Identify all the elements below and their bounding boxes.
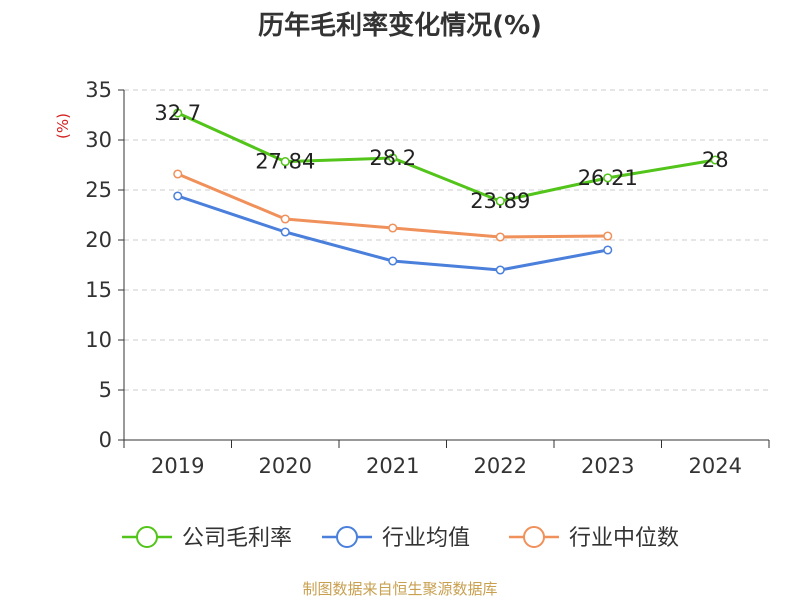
data-label: 27.84	[255, 150, 315, 174]
data-label: 23.89	[470, 189, 530, 213]
legend-label: 行业均值	[382, 526, 470, 551]
legend-label: 公司毛利率	[182, 526, 292, 551]
legend-item: 公司毛利率	[122, 526, 292, 551]
x-tick-label: 2020	[259, 454, 312, 478]
data-point	[388, 223, 398, 233]
data-point	[388, 256, 398, 266]
y-axis-label: (%)	[54, 113, 72, 139]
grid-lines	[124, 89, 769, 391]
axes: 0 5 10 15 20 25 30 35 2019 2020 2021 2022 2023 2024	[85, 78, 770, 478]
x-tick-label: 2024	[689, 454, 742, 478]
y-tick-label: 5	[99, 378, 112, 402]
data-point	[280, 227, 290, 237]
legend-marker	[336, 526, 358, 548]
data-point	[710, 155, 720, 165]
data-point	[173, 191, 183, 201]
data-point	[388, 153, 398, 163]
chart-title: 历年毛利率变化情况(%)	[258, 10, 542, 41]
y-tick-label: 15	[85, 278, 112, 302]
legend-marker	[523, 526, 545, 548]
y-tick-label: 30	[85, 128, 112, 152]
data-point	[280, 214, 290, 224]
data-point	[495, 196, 505, 206]
y-tick-label: 25	[85, 178, 112, 202]
x-tick-label: 2021	[366, 454, 419, 478]
legend-item: 行业均值	[322, 526, 470, 551]
legend-item: 行业中位数	[509, 526, 679, 551]
y-tick-label: 0	[99, 428, 112, 452]
legend-label: 行业中位数	[569, 526, 679, 551]
data-point	[495, 232, 505, 242]
data-point	[603, 173, 613, 183]
y-tick-label: 20	[85, 228, 112, 252]
data-point	[173, 108, 183, 118]
y-tick-label: 35	[85, 78, 112, 102]
data-label: 26.21	[578, 166, 638, 190]
x-tick-label: 2022	[474, 454, 527, 478]
data-point	[173, 169, 183, 179]
data-label: 28	[702, 148, 729, 172]
data-labels: 32.7 27.84 28.2 23.89 26.21 28	[154, 101, 728, 213]
legend-marker	[136, 526, 158, 548]
data-point	[280, 157, 290, 167]
data-point	[603, 245, 613, 255]
series-line	[176, 111, 717, 203]
data-point	[495, 265, 505, 275]
source-note: 制图数据来自恒生聚源数据库	[302, 580, 497, 598]
legend: 公司毛利率 行业均值 行业中位数	[122, 526, 679, 551]
data-label: 28.2	[369, 146, 416, 170]
data-point	[603, 231, 613, 241]
series-layer	[173, 108, 720, 275]
data-label: 32.7	[154, 101, 201, 125]
x-tick-label: 2019	[151, 454, 204, 478]
x-tick-label: 2023	[581, 454, 634, 478]
y-tick-label: 10	[85, 328, 112, 352]
